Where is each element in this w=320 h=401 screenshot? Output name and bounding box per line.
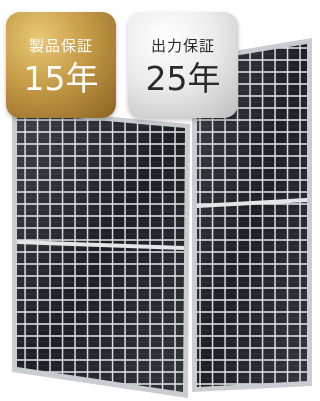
warranty-badge: 出力保証 25年 [128, 12, 238, 118]
product-image: 製品保証 15年 出力保証 25年 [0, 0, 316, 401]
badge-label: 製品保証 [29, 35, 93, 56]
badge-label: 出力保証 [151, 35, 215, 56]
badge-value: 25年 [146, 62, 221, 95]
badge-value: 15年 [24, 62, 99, 95]
warranty-badge: 製品保証 15年 [6, 12, 116, 118]
